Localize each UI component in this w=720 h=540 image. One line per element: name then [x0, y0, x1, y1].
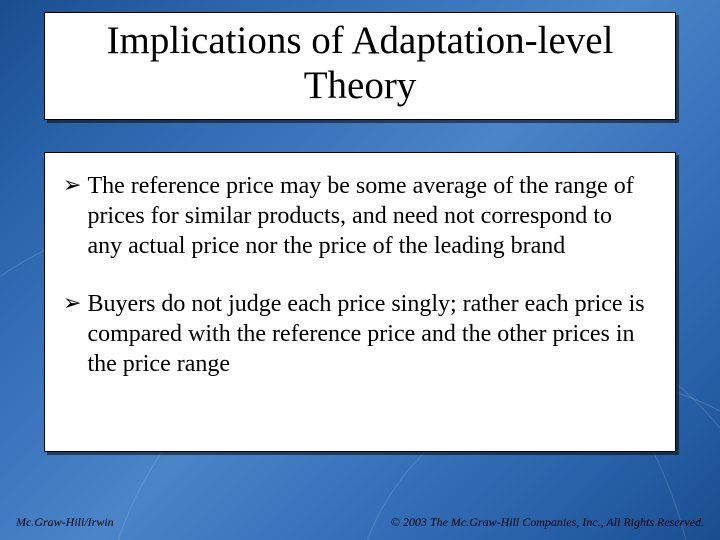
bullet-text: Buyers do not judge each price singly; r… [87, 289, 647, 379]
bullet-text: The reference price may be some average … [87, 171, 647, 261]
bullet-item: ➢ Buyers do not judge each price singly;… [63, 289, 647, 379]
content-box: ➢ The reference price may be some averag… [44, 152, 676, 452]
footer-right: © 2003 The Mc.Graw-Hill Companies, Inc.,… [391, 515, 704, 530]
title-box: Implications of Adaptation-level Theory [44, 12, 676, 120]
slide-title: Implications of Adaptation-level Theory [57, 19, 663, 109]
bullet-item: ➢ The reference price may be some averag… [63, 171, 647, 261]
bullet-marker-icon: ➢ [63, 289, 81, 317]
bullet-marker-icon: ➢ [63, 171, 81, 199]
footer-left: Mc.Graw-Hill/Irwin [16, 515, 114, 530]
